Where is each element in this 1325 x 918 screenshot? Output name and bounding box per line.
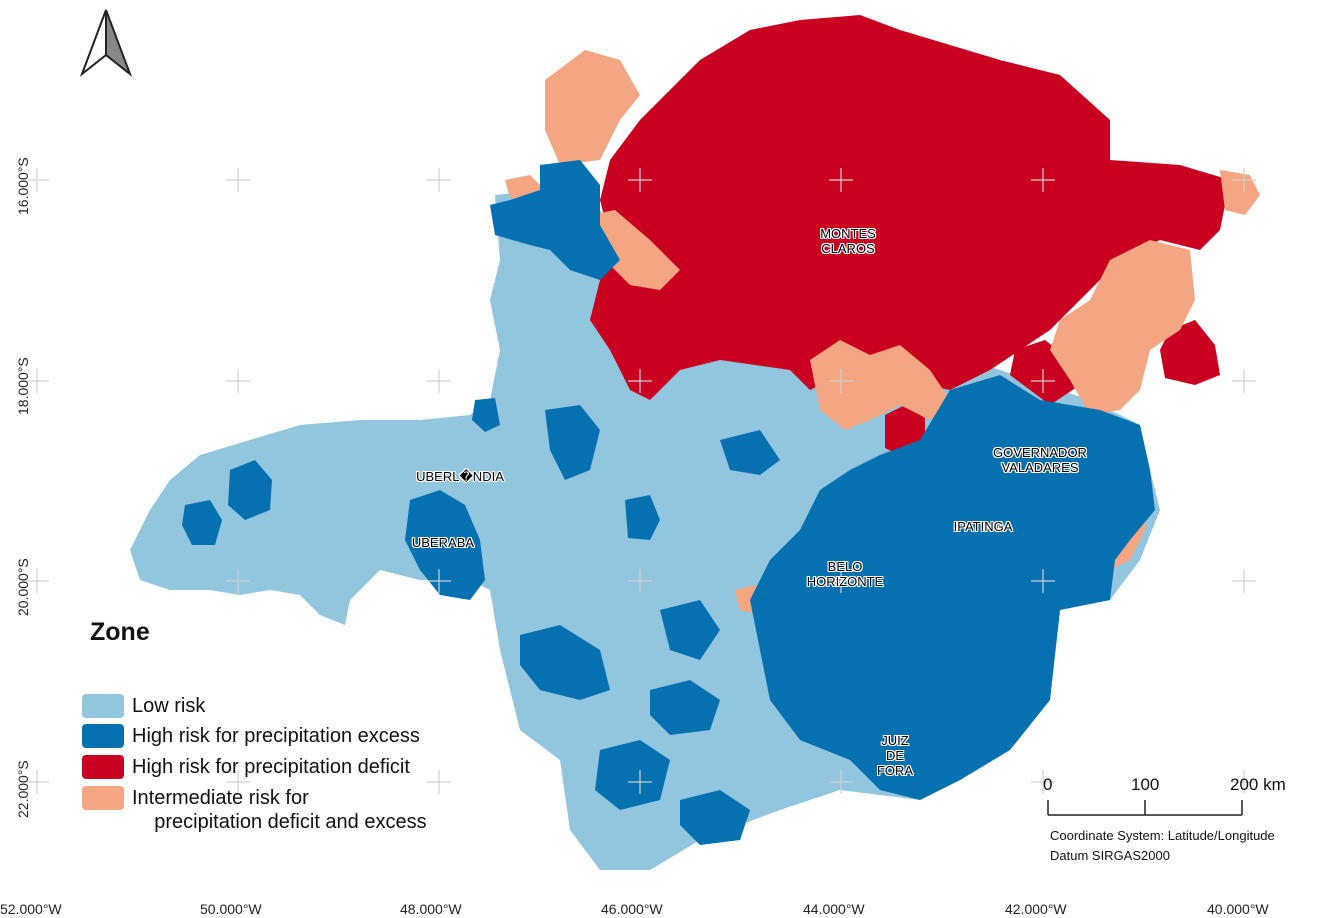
excess-west-patch-b	[182, 500, 222, 545]
legend-title: Zone	[90, 618, 150, 646]
deficit-east-patch	[1160, 320, 1220, 385]
intermediate-northeast-tip	[1220, 170, 1260, 215]
legend-item-intermediate: Intermediate risk for precipitation defi…	[82, 786, 427, 834]
longitude-label: 46.000°W	[601, 901, 663, 917]
latitude-label: 18.000°S	[15, 357, 31, 415]
legend-label: High risk for precipitation deficit	[132, 756, 410, 778]
legend-label: Low risk	[132, 695, 206, 717]
legend-swatch	[82, 724, 124, 748]
scale-bar	[1047, 800, 1243, 816]
north-arrow-icon	[79, 9, 133, 78]
excess-uberaba-patch	[405, 490, 485, 600]
legend-swatch	[82, 755, 124, 779]
scale-label: 100	[1131, 775, 1160, 794]
intermediate-center-patch	[810, 340, 950, 430]
latitude-label: 20.000°S	[15, 558, 31, 616]
legend-swatch	[82, 694, 124, 718]
intermediate-northwest-patch	[545, 50, 640, 165]
longitude-label: 50.000°W	[200, 901, 262, 917]
deficit-north-region	[590, 15, 1230, 400]
city-label-juiz-de-fora: JUIZ DE FORA	[876, 733, 914, 778]
excess-northwest-region	[490, 160, 620, 280]
legend-label: High risk for precipitation excess	[132, 725, 420, 747]
city-label-montes-claros: MONTES CLAROS	[820, 226, 876, 256]
scale-label: 0	[1043, 775, 1053, 794]
datum-label: Datum SIRGAS2000	[1050, 848, 1170, 863]
latitude-label: 16.000°S	[15, 157, 31, 215]
intermediate-west-patch	[590, 210, 680, 290]
city-label-ipatinga: IPATINGA	[953, 519, 1013, 534]
excess-mid-patch-b	[625, 495, 660, 540]
excess-south-patches	[472, 398, 780, 845]
legend-item-excess: High risk for precipitation excess	[82, 724, 420, 748]
scale-label: 200 km	[1230, 775, 1286, 794]
excess-mid-patch-a	[545, 405, 600, 480]
coordinate-system-label: Coordinate System: Latitude/Longitude	[1050, 828, 1275, 843]
longitude-label: 40.000°W	[1207, 901, 1269, 917]
longitude-label: 48.000°W	[400, 901, 462, 917]
legend-item-low-risk: Low risk	[82, 694, 205, 718]
latitude-label: 22.000°S	[15, 760, 31, 818]
longitude-label: 42.000°W	[1005, 901, 1067, 917]
excess-west-patch-a	[228, 460, 272, 520]
graticule	[25, 168, 1256, 794]
city-label-uberaba: UBERABA	[411, 535, 475, 550]
city-label-governador-valadares: GOVERNADOR VALADARES	[993, 445, 1087, 475]
longitude-label: 52.000°W	[0, 901, 62, 917]
city-label-belo-horizonte: BELO HORIZONTE	[806, 559, 884, 589]
excess-east-region	[750, 375, 1155, 800]
legend-label: Intermediate risk for precipitation defi…	[132, 787, 427, 833]
legend-swatch	[82, 786, 124, 810]
intermediate-east-patch	[1050, 240, 1195, 415]
legend-item-deficit: High risk for precipitation deficit	[82, 755, 410, 779]
city-label-uberlandia: UBERL�NDIA	[416, 469, 504, 484]
longitude-label: 44.000°W	[803, 901, 865, 917]
